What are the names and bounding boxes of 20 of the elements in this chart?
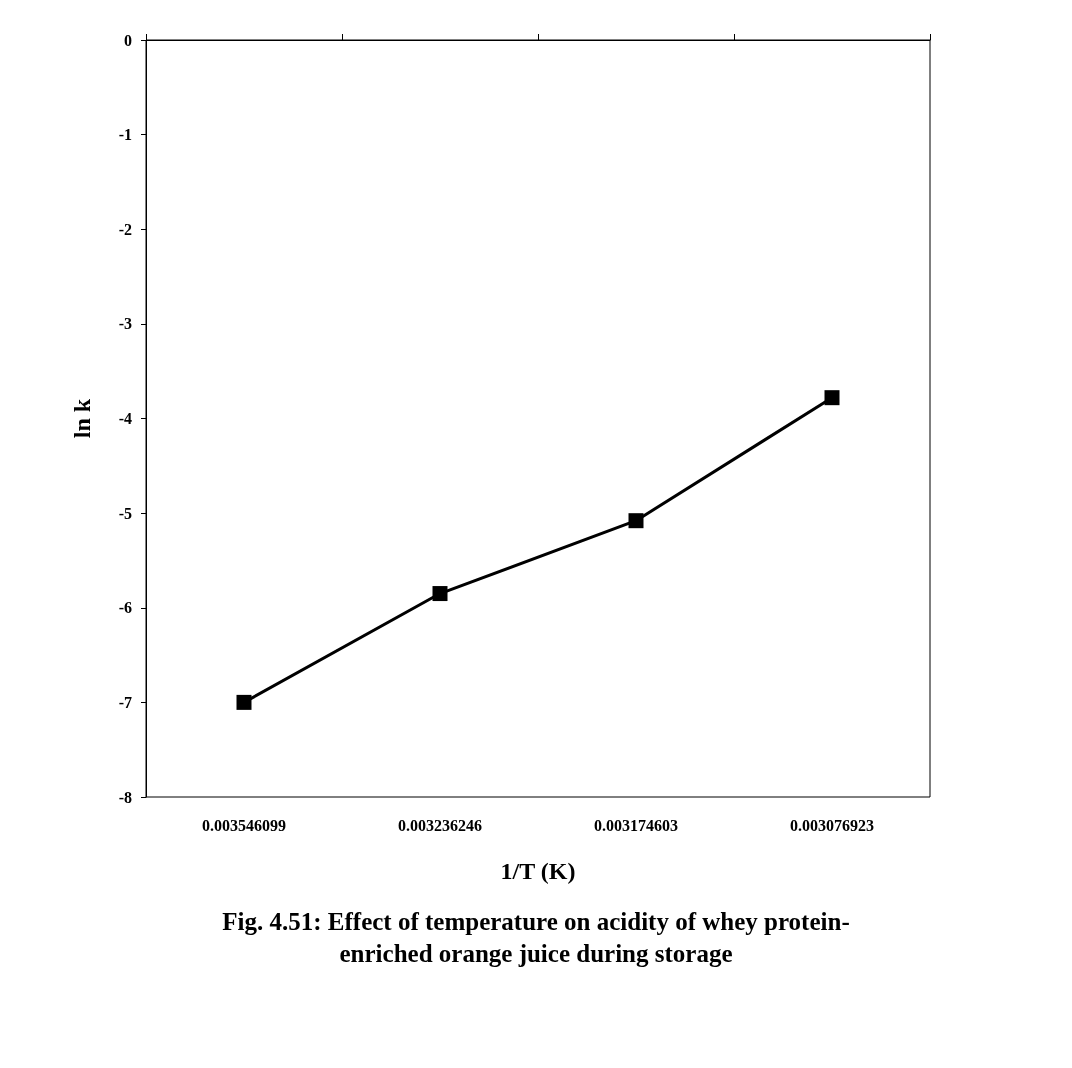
y-tick-label: -2 xyxy=(118,220,132,238)
x-tick-label: 0.003174603 xyxy=(594,816,678,834)
point xyxy=(628,513,644,529)
x-axis-title: 1/T (K) xyxy=(500,858,576,884)
text: Fig. 4.51: Effect of temperature on acidity of whey protein- enriched orange juice during storage xyxy=(222,907,850,967)
y-tick-label: -1 xyxy=(118,126,132,144)
y-tick-label: -3 xyxy=(118,315,132,333)
point xyxy=(432,586,448,602)
point xyxy=(824,390,840,406)
x-tick-label: 0.003236246 xyxy=(398,816,482,834)
y-tick-label: -4 xyxy=(118,410,132,427)
y-tick-label: 0 xyxy=(124,31,132,49)
x-tick-label: 0.003546099 xyxy=(202,816,286,834)
y-tick-label: -7 xyxy=(118,693,132,711)
y-tick-label: -5 xyxy=(118,504,132,522)
point xyxy=(236,694,252,710)
y-tick-label: -6 xyxy=(118,599,132,617)
x-tick-label: 0.003076923 xyxy=(790,816,874,834)
y-tick-label: -8 xyxy=(118,788,132,806)
y-axis-title: ln k xyxy=(69,398,95,439)
